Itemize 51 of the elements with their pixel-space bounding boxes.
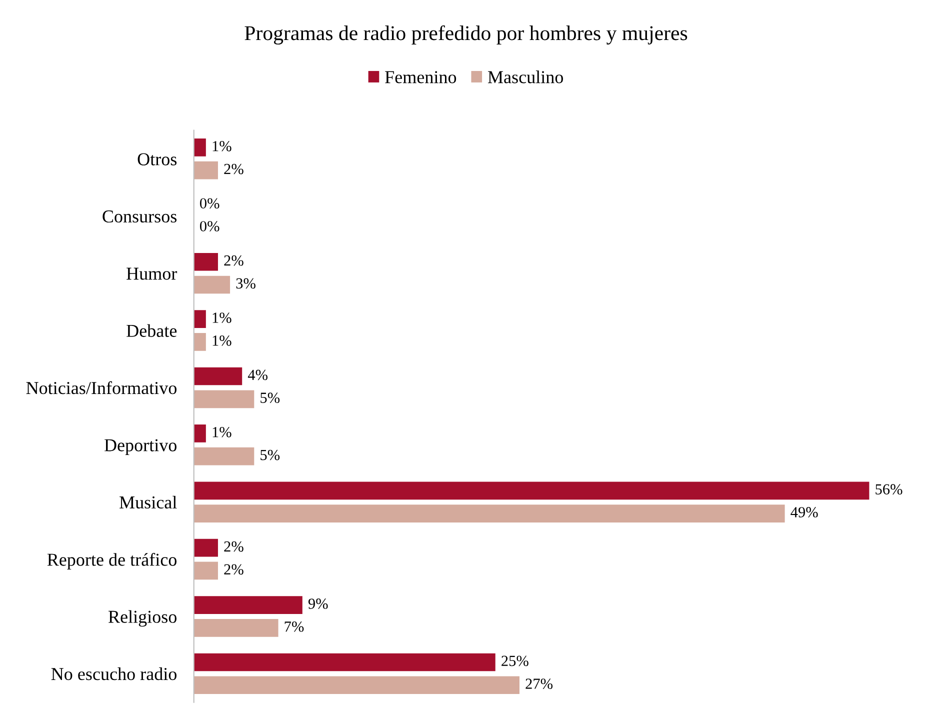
- data-label: 0%: [200, 221, 220, 232]
- bar: [194, 161, 218, 180]
- data-label: 2%: [224, 541, 244, 552]
- data-label: 49%: [790, 507, 818, 518]
- bar: [194, 619, 278, 637]
- data-label: 0%: [200, 198, 220, 209]
- y-tick-label: Musical: [120, 496, 177, 509]
- bar: [194, 252, 218, 271]
- bar: [194, 653, 496, 672]
- data-label: 1%: [212, 140, 232, 152]
- y-tick-label: Religioso: [108, 610, 176, 627]
- data-label: 5%: [260, 450, 280, 460]
- y-tick-label: Reporte de tráfico: [47, 552, 176, 570]
- bar: [194, 367, 242, 386]
- y-tick-label: Consursos: [102, 210, 177, 223]
- y-tick-label: Humor: [126, 268, 178, 280]
- data-label: 1%: [212, 335, 232, 346]
- bar: [194, 538, 218, 557]
- y-tick-label: Deportivo: [104, 439, 176, 456]
- legend-label: Femenino: [385, 71, 456, 84]
- bar: [194, 447, 254, 466]
- bar: [194, 276, 230, 294]
- data-label: 5%: [260, 392, 280, 404]
- bar: [194, 333, 206, 351]
- data-label: 1%: [212, 426, 232, 438]
- data-label: 4%: [248, 370, 268, 380]
- data-label: 2%: [224, 164, 244, 174]
- data-label: 7%: [284, 621, 304, 632]
- bar: [194, 596, 302, 614]
- bar: [194, 138, 206, 156]
- bar: [194, 424, 206, 442]
- data-label: 1%: [212, 312, 232, 323]
- y-tick-label: No escucho radio: [51, 667, 176, 680]
- bar: [194, 310, 206, 328]
- data-label: 9%: [308, 598, 328, 609]
- data-label: 27%: [526, 678, 553, 689]
- data-label: 25%: [502, 656, 528, 666]
- y-tick-label: Debate: [126, 324, 177, 337]
- y-tick-label: Noticias/Informativo: [26, 381, 176, 394]
- data-label: 2%: [224, 255, 244, 266]
- legend-label: Masculino: [488, 70, 563, 84]
- bar: [194, 676, 520, 694]
- bar: [194, 390, 254, 408]
- chart-title: Programas de radio prefedido por hombres y mujeres: [244, 25, 688, 45]
- bar: [194, 482, 870, 500]
- y-tick-label: Otros: [138, 153, 177, 166]
- data-label: 2%: [224, 564, 244, 575]
- data-label: 56%: [876, 484, 902, 495]
- data-label: 3%: [236, 278, 256, 289]
- bar: [194, 562, 218, 580]
- bar: [194, 504, 785, 522]
